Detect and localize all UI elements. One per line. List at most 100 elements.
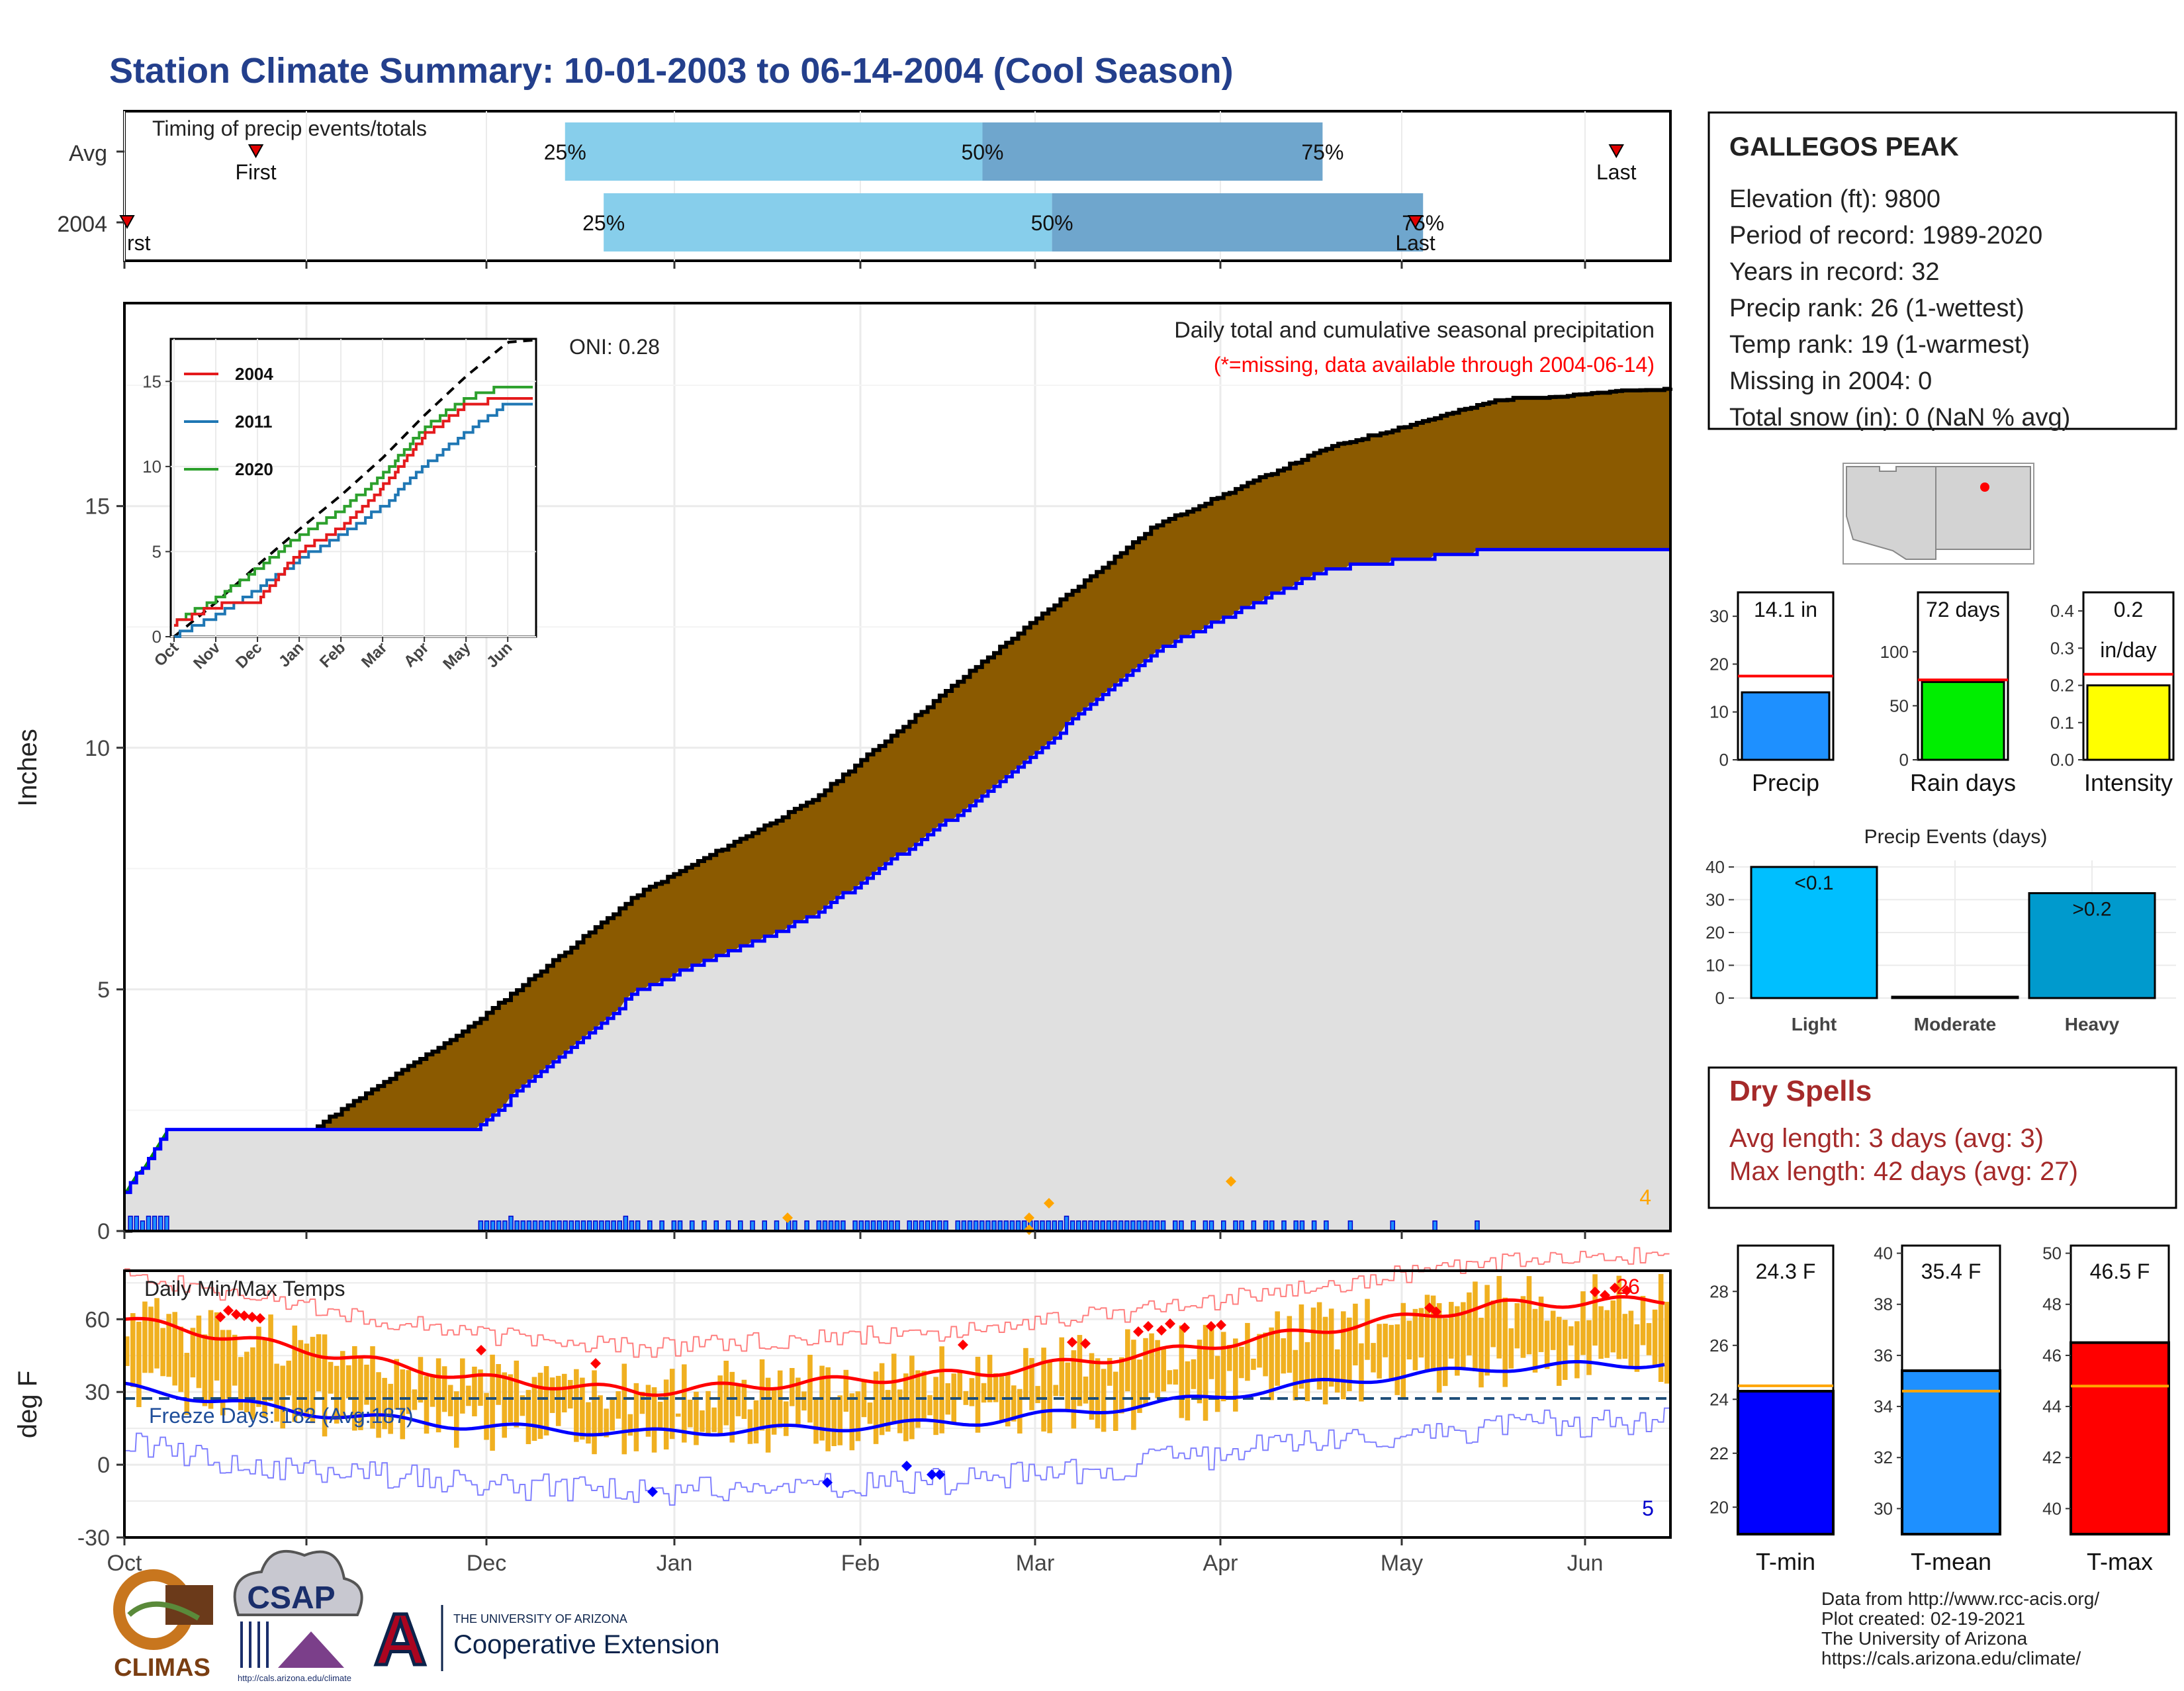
daily-temp-bar	[1017, 1389, 1023, 1434]
daily-precip-bar	[152, 1215, 158, 1232]
daily-temp-bar	[376, 1372, 381, 1438]
daily-precip-bar	[532, 1220, 538, 1232]
daily-temp-bar	[424, 1376, 430, 1434]
daily-temp-bar	[1598, 1306, 1604, 1359]
temp-summary-y-tick-label: 46	[2042, 1346, 2062, 1365]
record-high-marker	[1156, 1325, 1167, 1336]
daily-temp-bar	[1484, 1285, 1490, 1376]
temp-summary-y-tick-label: 42	[2042, 1447, 2062, 1467]
daily-temp-bar	[1304, 1342, 1310, 1402]
min-record-count: 5	[1642, 1496, 1654, 1520]
daily-temp-bar	[1251, 1358, 1256, 1370]
events-y-tick-label: 0	[1715, 988, 1725, 1008]
daily-temp-bar	[801, 1391, 807, 1411]
summary-value-bar	[2086, 684, 2171, 761]
daily-temp-bar	[1287, 1316, 1293, 1373]
daily-temp-bar	[334, 1365, 340, 1424]
daily-temp-bar	[364, 1364, 369, 1405]
daily-temp-bar	[831, 1398, 837, 1446]
daily-temp-bar	[531, 1377, 537, 1441]
daily-precip-bar	[1046, 1220, 1051, 1232]
temp-x-tick-label: Jun	[1567, 1551, 1604, 1576]
temp-summary-value-label: 35.4 F	[1921, 1259, 1981, 1283]
daily-temp-bar	[1400, 1303, 1406, 1400]
station-line: Years in record: 32	[1729, 258, 1940, 286]
daily-temp-bar	[453, 1391, 459, 1448]
temp-summary-y-tick-label: 50	[2042, 1244, 2062, 1263]
station-name: GALLEGOS PEAK	[1729, 132, 1959, 161]
daily-temp-bar	[1155, 1340, 1160, 1398]
daily-precip-bar	[725, 1220, 731, 1232]
daily-temp-bar	[1173, 1369, 1179, 1385]
daily-temp-bar	[1149, 1333, 1154, 1393]
dry-spells-max: Max length: 42 days (avg: 27)	[1729, 1157, 2078, 1186]
daily-temp-bar	[435, 1358, 441, 1433]
daily-temp-bar	[1383, 1323, 1388, 1357]
below-average-area	[124, 387, 1670, 1231]
daily-precip-bar	[526, 1220, 532, 1232]
daily-temp-bar	[1269, 1327, 1274, 1400]
csap-mountain	[278, 1631, 344, 1668]
record-high-marker	[476, 1345, 486, 1355]
daily-temp-bar	[1574, 1321, 1580, 1379]
daily-temp-bar	[514, 1360, 520, 1428]
csap-logo: CSAP http://cals.arizona.edu/climate	[233, 1549, 363, 1683]
daily-temp-bar	[592, 1370, 597, 1455]
daily-precip-bar	[599, 1220, 604, 1232]
inset-2004-line	[174, 397, 533, 627]
last-event-label: Last	[1395, 231, 1435, 255]
daily-temp-bar	[957, 1371, 963, 1400]
temp-y-tick-label: 30	[85, 1380, 110, 1405]
daily-precip-bar	[508, 1215, 514, 1232]
daily-temp-bar	[669, 1369, 675, 1440]
daily-temp-bar	[1191, 1359, 1197, 1389]
daily-temp-bar	[771, 1389, 777, 1435]
daily-temp-bar	[136, 1322, 142, 1408]
daily-temp-bar	[1353, 1303, 1358, 1366]
summary-bar-charts: 0 10 20 30 14.1 in Precip 0 50 100 72 days Rain da…	[1709, 591, 2175, 796]
summary-y-tick-label: 0.2	[2050, 676, 2074, 696]
daily-temp-bar	[999, 1376, 1005, 1423]
daily-precip-bar	[158, 1215, 163, 1232]
inset-legend-label: 2004	[235, 364, 273, 384]
daily-temp-bar	[765, 1377, 771, 1453]
daily-temp-bar	[549, 1377, 555, 1413]
daily-temp-bar	[1293, 1349, 1298, 1400]
events-title: Precip Events (days)	[1864, 826, 2048, 848]
daily-precip-bar	[973, 1220, 979, 1232]
quartile-label-50: 50%	[961, 140, 1003, 164]
daily-precip-bar	[1324, 1220, 1329, 1232]
daily-temp-bar	[867, 1402, 873, 1424]
daily-temp-bar	[1167, 1370, 1172, 1385]
daily-temp-bar	[274, 1363, 279, 1422]
daily-temp-bar	[418, 1357, 424, 1403]
daily-temp-bar	[406, 1370, 412, 1414]
daily-temp-bar	[154, 1298, 159, 1369]
daily-temp-bar	[1275, 1311, 1280, 1386]
daily-precip-bar	[816, 1220, 822, 1232]
precip-y-tick-label: 5	[97, 978, 110, 1003]
record-high-marker	[1590, 1287, 1600, 1297]
daily-precip-bar	[1106, 1220, 1112, 1232]
daily-temp-bar	[478, 1369, 483, 1406]
daily-temp-bar	[1214, 1355, 1220, 1412]
first-event-marker	[248, 144, 264, 159]
daily-precip-bar	[484, 1220, 490, 1232]
quartile-bar-high	[982, 122, 1323, 181]
daily-temp-bar	[196, 1315, 202, 1389]
daily-temp-bar	[561, 1373, 567, 1413]
inset-legend: 2004 2011 2020	[184, 364, 273, 479]
daily-temp-bar	[610, 1397, 615, 1431]
record-high-marker	[1600, 1290, 1610, 1301]
daily-precip-bar	[635, 1220, 641, 1232]
daily-temp-bar	[568, 1380, 573, 1409]
daily-temp-bar	[1322, 1316, 1328, 1404]
daily-precip-bar	[1179, 1220, 1184, 1232]
daily-temp-bar	[1347, 1317, 1352, 1392]
daily-temp-bar	[286, 1360, 292, 1396]
last-event-label: Last	[1596, 160, 1637, 184]
temp-summary-y-tick-label: 30	[1874, 1498, 1893, 1518]
daily-precip-bar	[690, 1220, 695, 1232]
daily-temp-bar	[304, 1344, 310, 1418]
daily-precip-bar	[907, 1220, 912, 1232]
